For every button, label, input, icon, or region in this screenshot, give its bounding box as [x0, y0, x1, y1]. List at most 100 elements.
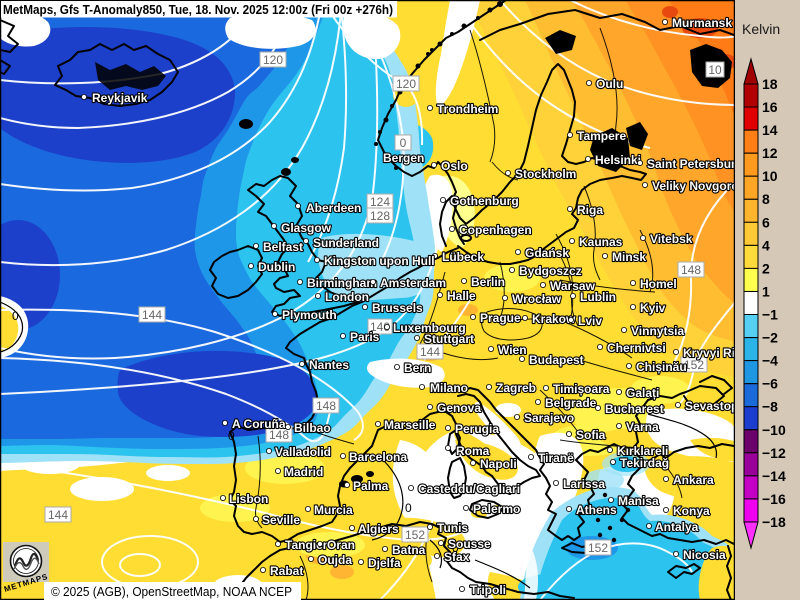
svg-text:Reykjavik: Reykjavik — [92, 91, 148, 105]
svg-text:−10: −10 — [762, 422, 786, 438]
svg-text:0: 0 — [400, 136, 407, 150]
svg-text:Aberdeen: Aberdeen — [306, 201, 361, 215]
svg-text:6: 6 — [762, 214, 770, 230]
svg-text:Vitebsk: Vitebsk — [650, 232, 693, 246]
svg-text:Murmansk: Murmansk — [672, 16, 732, 30]
svg-text:120: 120 — [263, 53, 283, 67]
svg-text:Sunderland: Sunderland — [313, 236, 379, 250]
svg-text:16: 16 — [762, 99, 778, 115]
svg-text:Valladolid: Valladolid — [275, 445, 331, 459]
svg-text:Tunis: Tunis — [437, 521, 468, 535]
svg-text:Kryvyi Rih: Kryvyi Rih — [683, 346, 742, 360]
svg-text:Oulu: Oulu — [596, 77, 623, 91]
svg-text:Zagreb: Zagreb — [496, 381, 536, 395]
svg-text:Nicosia: Nicosia — [683, 548, 726, 562]
svg-text:−4: −4 — [762, 353, 778, 369]
svg-text:2: 2 — [762, 260, 770, 276]
svg-text:−14: −14 — [762, 468, 786, 484]
svg-text:Krakow: Krakow — [532, 312, 576, 326]
svg-text:© 2025 (AGB), OpenStreetMap, N: © 2025 (AGB), OpenStreetMap, NOAA NCEP — [51, 585, 292, 599]
svg-text:Sofia: Sofia — [576, 428, 606, 442]
svg-text:Milano: Milano — [430, 381, 468, 395]
svg-text:−12: −12 — [762, 445, 786, 461]
svg-text:Genova: Genova — [437, 401, 481, 415]
svg-text:Rabat: Rabat — [270, 564, 303, 578]
svg-text:−6: −6 — [762, 376, 778, 392]
svg-text:Berlin: Berlin — [471, 275, 505, 289]
svg-text:Budapest: Budapest — [529, 353, 584, 367]
svg-text:152: 152 — [588, 541, 608, 555]
svg-text:Tampere: Tampere — [577, 129, 626, 143]
svg-text:1: 1 — [762, 284, 770, 300]
svg-text:MetMaps, Gfs T-Anomaly850, Tue: MetMaps, Gfs T-Anomaly850, Tue, 18. Nov.… — [3, 3, 393, 17]
svg-text:148: 148 — [681, 263, 701, 277]
svg-text:Saint Petersburg: Saint Petersburg — [647, 157, 743, 171]
svg-text:Athens: Athens — [576, 503, 617, 517]
svg-text:Perugia: Perugia — [455, 422, 499, 436]
svg-text:144: 144 — [142, 308, 162, 322]
svg-text:Vinnytsia: Vinnytsia — [631, 324, 684, 338]
svg-text:Napoli: Napoli — [480, 457, 517, 471]
svg-text:Antalya: Antalya — [655, 520, 699, 534]
svg-text:Galați: Galați — [626, 386, 659, 400]
svg-text:Sousse: Sousse — [448, 537, 491, 551]
svg-text:Bergen: Bergen — [383, 151, 424, 165]
svg-text:Amsterdam: Amsterdam — [380, 276, 446, 290]
svg-text:Lisbon: Lisbon — [229, 492, 268, 506]
svg-text:Kyiv: Kyiv — [640, 301, 666, 315]
svg-text:Stockholm: Stockholm — [515, 167, 576, 181]
svg-text:Tripoli: Tripoli — [470, 583, 506, 597]
svg-text:152: 152 — [684, 358, 704, 372]
svg-text:8: 8 — [762, 191, 770, 207]
svg-text:0: 0 — [405, 501, 412, 515]
svg-text:Bern: Bern — [404, 361, 431, 375]
svg-text:10: 10 — [708, 63, 722, 77]
svg-text:Paris: Paris — [350, 330, 380, 344]
svg-text:Sfax: Sfax — [444, 550, 470, 564]
svg-text:Gdańsk: Gdańsk — [525, 246, 569, 260]
svg-text:Plymouth: Plymouth — [282, 308, 337, 322]
svg-text:144: 144 — [420, 345, 440, 359]
svg-text:−1: −1 — [762, 307, 778, 323]
svg-text:Wien: Wien — [498, 343, 527, 357]
svg-text:Trondheim: Trondheim — [437, 102, 498, 116]
svg-text:Chișinău: Chișinău — [636, 360, 687, 374]
svg-text:Birmingham: Birmingham — [307, 276, 377, 290]
svg-text:Sarajevo: Sarajevo — [524, 411, 574, 425]
svg-text:Palermo: Palermo — [473, 502, 520, 516]
svg-text:Halle: Halle — [447, 289, 476, 303]
svg-text:Lublin: Lublin — [580, 290, 616, 304]
svg-text:Roma: Roma — [456, 444, 490, 458]
svg-text:Algiers: Algiers — [358, 522, 399, 536]
svg-text:Luxembourg: Luxembourg — [393, 321, 466, 335]
svg-text:Casteddu/Cagliari: Casteddu/Cagliari — [418, 482, 520, 496]
svg-text:Veliky Novgorod: Veliky Novgorod — [652, 179, 746, 193]
svg-text:Barcelona: Barcelona — [349, 450, 407, 464]
svg-text:Kırklareli: Kırklareli — [617, 444, 668, 458]
svg-text:Oujda: Oujda — [318, 553, 352, 567]
svg-text:Batna: Batna — [392, 543, 426, 557]
svg-text:148: 148 — [316, 399, 336, 413]
svg-text:10: 10 — [762, 168, 778, 184]
svg-text:Brussels: Brussels — [372, 301, 423, 315]
svg-text:Ankara: Ankara — [673, 473, 714, 487]
svg-text:Dublin: Dublin — [258, 260, 295, 274]
svg-text:Helsinki: Helsinki — [595, 153, 641, 167]
svg-text:18: 18 — [762, 76, 778, 92]
svg-text:Madrid: Madrid — [284, 465, 323, 479]
svg-text:Oslo: Oslo — [441, 159, 468, 173]
svg-text:Tangier: Tangier — [285, 538, 328, 552]
svg-text:A Coruña: A Coruña — [232, 417, 286, 431]
svg-text:Warsaw: Warsaw — [550, 279, 596, 293]
svg-text:Belgrade: Belgrade — [545, 396, 597, 410]
svg-text:Gothenburg: Gothenburg — [450, 194, 519, 208]
svg-text:−16: −16 — [762, 491, 786, 507]
svg-text:Belfast: Belfast — [263, 240, 303, 254]
svg-text:12: 12 — [762, 145, 778, 161]
svg-text:Marseille: Marseille — [384, 418, 436, 432]
svg-text:144: 144 — [48, 508, 68, 522]
svg-text:0: 0 — [228, 429, 235, 443]
svg-text:Konya: Konya — [673, 504, 710, 518]
svg-text:Bydgoszcz: Bydgoszcz — [519, 264, 582, 278]
svg-text:Lviv: Lviv — [578, 314, 602, 328]
